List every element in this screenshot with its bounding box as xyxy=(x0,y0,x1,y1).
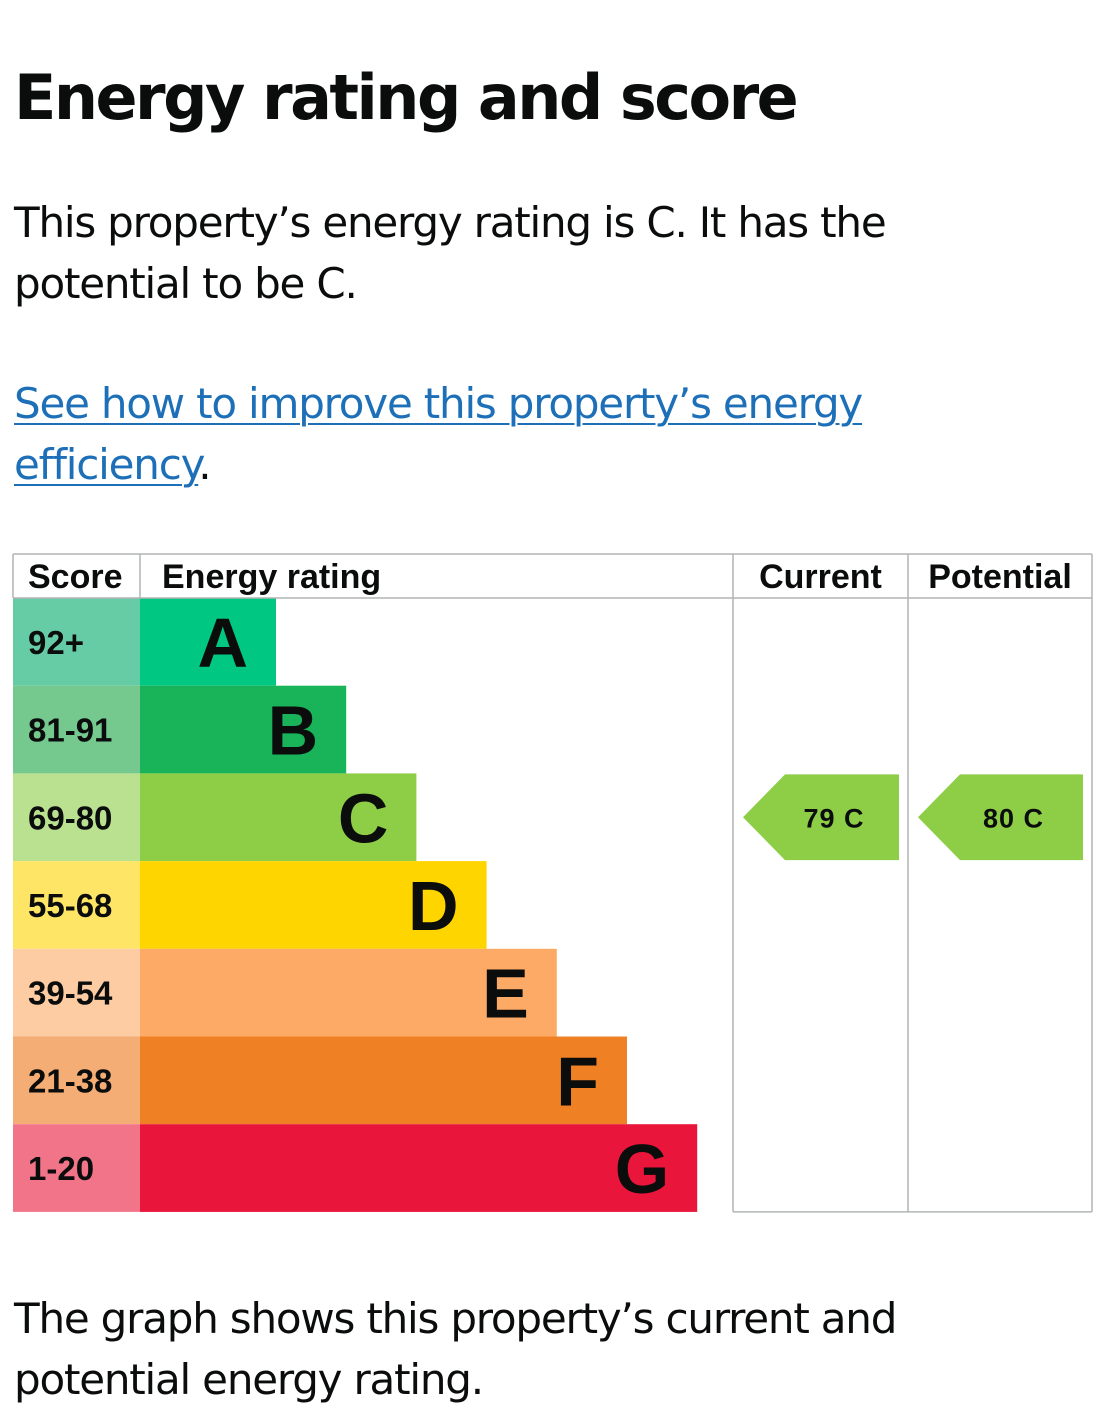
score-label-c: 69-80 xyxy=(28,799,112,836)
rating-bar-g xyxy=(140,1124,698,1212)
rating-letter-a: A xyxy=(197,604,248,682)
potential-rating-arrow-label: 80 C xyxy=(983,803,1044,833)
score-label-a: 92+ xyxy=(28,624,84,661)
link-suffix: . xyxy=(198,440,211,489)
improve-paragraph: See how to improve this property’s energ… xyxy=(14,373,1014,495)
rating-letter-d: D xyxy=(408,867,459,945)
rating-bar-e xyxy=(140,948,557,1037)
rating-letter-g: G xyxy=(615,1130,669,1208)
rating-bar-f xyxy=(140,1036,627,1125)
score-label-f: 21-38 xyxy=(28,1062,112,1099)
score-label-g: 1-20 xyxy=(28,1150,94,1187)
rating-bar-a xyxy=(140,598,276,686)
score-cell-g xyxy=(13,1124,140,1212)
improve-efficiency-link[interactable]: See how to improve this property’s energ… xyxy=(14,379,863,489)
score-label-b: 81-91 xyxy=(28,712,112,749)
score-cell-a xyxy=(13,598,140,686)
current-rating-arrow xyxy=(743,774,899,861)
score-cell-b xyxy=(13,685,140,774)
header-current: Current xyxy=(759,558,882,596)
potential-rating-arrow xyxy=(918,774,1083,861)
score-cell-e xyxy=(13,948,140,1037)
score-cell-c xyxy=(13,773,140,862)
score-label-d: 55-68 xyxy=(28,887,112,924)
graph-description: The graph shows this property’s current … xyxy=(14,1294,897,1404)
intro-text: This property’s energy rating is C. It h… xyxy=(14,198,887,308)
page-title: Energy rating and score xyxy=(14,61,799,134)
score-cell-f xyxy=(13,1036,140,1125)
rating-letter-c: C xyxy=(338,779,389,857)
rating-letter-e: E xyxy=(482,955,529,1033)
header-score: Score xyxy=(28,558,123,596)
header-potential: Potential xyxy=(928,558,1072,596)
header-energy-rating: Energy rating xyxy=(162,558,381,596)
rating-bar-b xyxy=(140,685,347,774)
rating-letter-b: B xyxy=(268,692,319,770)
rating-bar-d xyxy=(140,861,487,949)
score-cell-d xyxy=(13,861,140,949)
rating-letter-f: F xyxy=(556,1042,599,1120)
current-rating-arrow-label: 79 C xyxy=(803,803,864,833)
rating-bar-c xyxy=(140,773,417,862)
score-label-e: 39-54 xyxy=(28,975,113,1012)
